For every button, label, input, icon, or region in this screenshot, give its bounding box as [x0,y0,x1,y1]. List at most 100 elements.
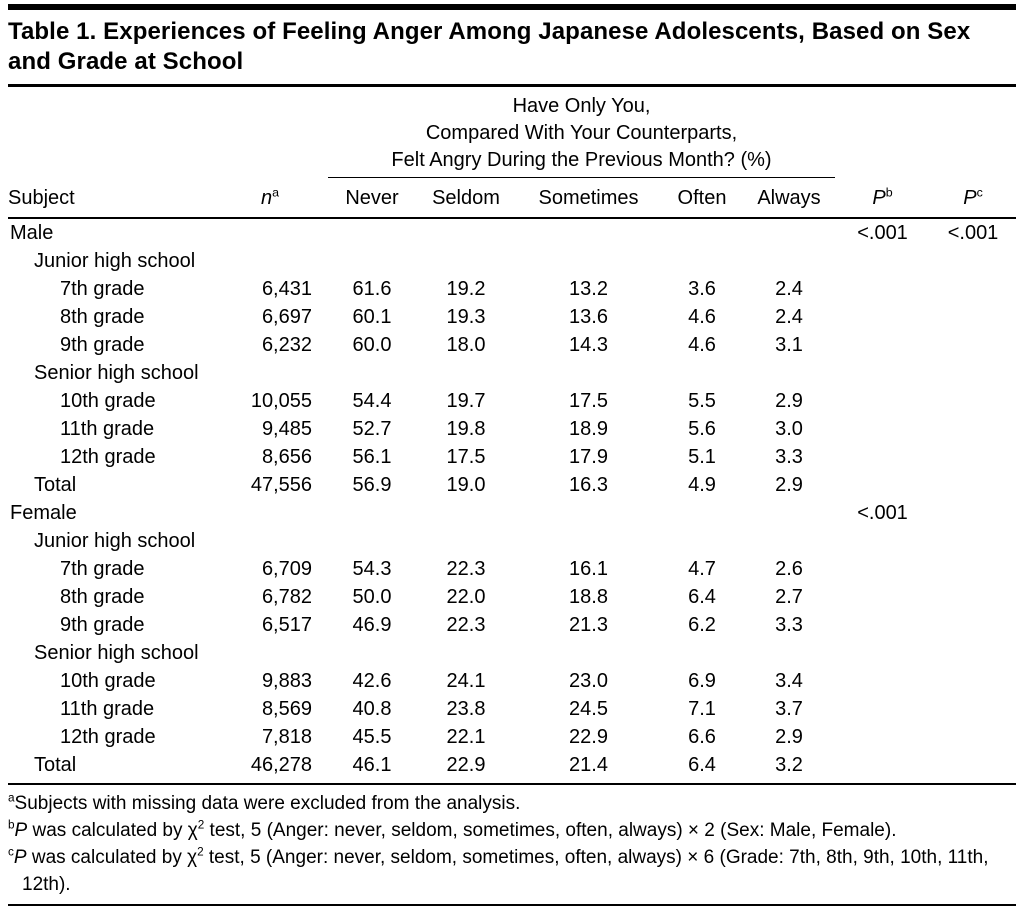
always-value [743,218,835,247]
never-value: 42.6 [352,670,392,692]
sometimes-value: 18.9 [569,418,608,440]
col-header-n: na [236,177,328,219]
often-value: 5.6 [688,418,716,440]
often-value: 3.6 [688,278,716,300]
span-header-spacer-left [8,87,328,178]
table-title: Table 1. Experiences of Feeling Anger Am… [8,18,971,75]
p-b-value: <.001 [857,502,908,524]
p-b-value [835,723,930,751]
seldom-value: 22.1 [446,726,486,748]
p-b-value [835,695,930,723]
always-value: 3.2 [775,754,803,776]
n-value: 8,569 [261,698,312,720]
n-value [236,499,328,527]
seldom-value: 24.1 [446,670,486,692]
table-row: Male <.001 <.001 [8,218,1016,247]
p-c-value [930,387,1016,415]
title-rule [8,84,1016,87]
p-b-value [835,583,930,611]
sometimes-value: 17.5 [569,390,608,412]
p-b-value: <.001 [857,222,908,244]
p-b-value [835,275,930,303]
n-value: 6,782 [261,586,312,608]
row-label: 11th grade [60,698,155,720]
span-header-line-3: Felt Angry During the Previous Month? (%… [391,149,772,171]
p-b-value [835,611,930,639]
often-value: 6.4 [688,586,716,608]
table-row: 11th grade 8,569 40.8 23.8 24.5 7.1 3.7 [8,695,1016,723]
often-value: 4.9 [688,474,716,496]
often-value [661,527,743,555]
span-header-spacer-right [835,87,1016,178]
often-value: 6.6 [688,726,716,748]
footnote-rule [8,783,1016,785]
p-c-value [930,499,1016,527]
p-c-value [930,415,1016,443]
data-table: Have Only You, Compared With Your Counte… [8,87,1017,779]
sometimes-value: 23.0 [569,670,608,692]
always-value: 2.9 [775,726,803,748]
table-row: 7th grade 6,709 54.3 22.3 16.1 4.7 2.6 [8,555,1016,583]
p-b-value [835,247,930,275]
p-c-value [930,695,1016,723]
never-value: 60.1 [352,306,392,328]
col-header-subject: Subject [8,177,236,219]
often-value: 7.1 [688,698,716,720]
n-value: 8,656 [261,446,312,468]
n-superscript: a [272,185,280,200]
always-value: 2.9 [775,390,803,412]
sometimes-value: 21.4 [569,754,608,776]
sometimes-value: 17.9 [569,446,608,468]
p-b-value [835,667,930,695]
seldom-value: 23.8 [446,698,486,720]
p-c-value [930,275,1016,303]
always-value: 3.1 [775,334,803,356]
never-value [328,499,416,527]
sometimes-value [516,639,661,667]
never-value: 56.1 [352,446,392,468]
row-label: 8th grade [60,306,145,328]
seldom-value: 19.2 [446,278,486,300]
always-value: 3.3 [775,614,803,636]
row-label: 9th grade [60,334,145,356]
row-label: 12th grade [60,726,156,748]
row-label: Junior high school [34,250,196,272]
sometimes-value: 16.1 [569,558,608,580]
seldom-value [416,639,516,667]
often-value [661,359,743,387]
seldom-value [416,218,516,247]
column-header-row: Subject na Never Seldom Sometimes Often … [8,177,1017,219]
never-value [328,527,416,555]
table-row: 10th grade 10,055 54.4 19.7 17.5 5.5 2.9 [8,387,1016,415]
p-c-value [930,331,1016,359]
always-value [743,247,835,275]
often-value: 6.2 [688,614,716,636]
table-row: Junior high school [8,527,1016,555]
never-value: 45.5 [352,726,392,748]
sometimes-value: 18.8 [569,586,608,608]
row-label: 7th grade [60,558,145,580]
col-header-sometimes: Sometimes [516,177,661,219]
never-value: 46.9 [352,614,392,636]
table-row: Total 46,278 46.1 22.9 21.4 6.4 3.2 [8,751,1016,779]
p-c-value [930,555,1016,583]
p-b-value [835,387,930,415]
sometimes-value [516,499,661,527]
always-value: 2.9 [775,474,803,496]
n-symbol: n [260,187,273,209]
table-row: Total 47,556 56.9 19.0 16.3 4.9 2.9 [8,471,1016,499]
p-b-value [835,331,930,359]
p-c-value [930,667,1016,695]
always-value [743,499,835,527]
table-row: 12th grade 7,818 45.5 22.1 22.9 6.6 2.9 [8,723,1016,751]
p-b-value [835,303,930,331]
never-value [328,639,416,667]
col-header-seldom: Seldom [416,177,516,219]
often-value: 6.9 [688,670,716,692]
p-c-value [930,527,1016,555]
table-row: 8th grade 6,782 50.0 22.0 18.8 6.4 2.7 [8,583,1016,611]
seldom-value: 18.0 [446,334,486,356]
n-value: 47,556 [250,474,312,496]
table-row: Senior high school [8,639,1016,667]
sometimes-value [516,359,661,387]
